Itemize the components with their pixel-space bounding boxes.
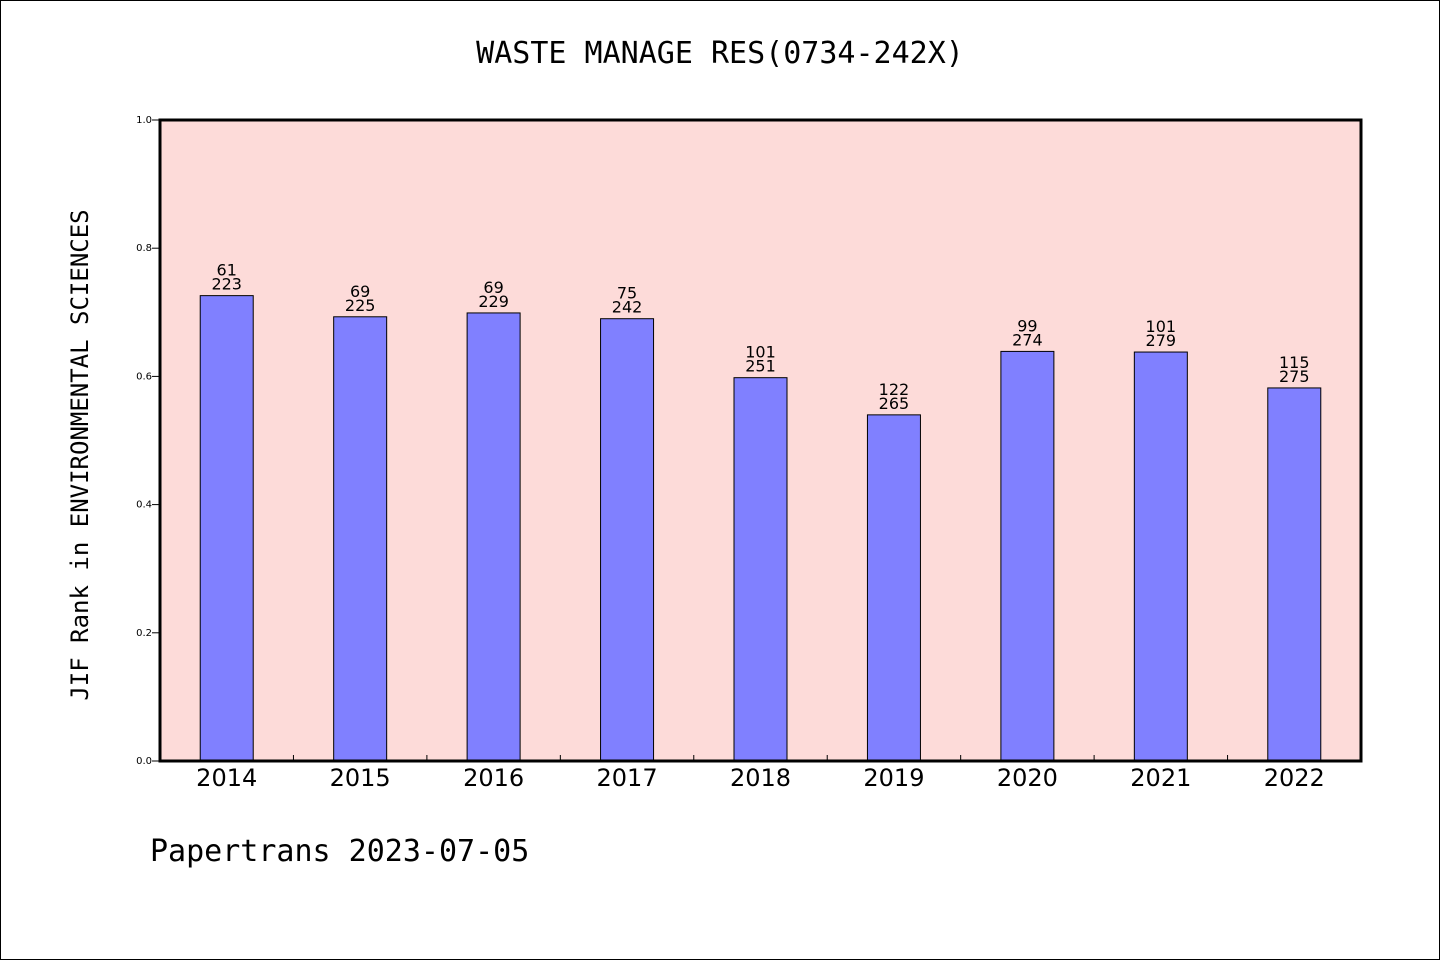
bar bbox=[466, 312, 521, 762]
bar bbox=[1133, 351, 1188, 762]
bar-rank-label: 69 bbox=[483, 278, 503, 297]
bar-rank-label: 122 bbox=[879, 380, 910, 399]
bar-total-label: 225 bbox=[345, 296, 376, 315]
footer-text: Papertrans 2023-07-05 bbox=[150, 834, 530, 869]
bar-total-label: 229 bbox=[478, 292, 509, 311]
bar-total-label: 265 bbox=[879, 394, 910, 413]
bar bbox=[600, 318, 655, 762]
bar-rank-label: 75 bbox=[617, 284, 637, 303]
bar bbox=[733, 377, 788, 762]
x-tick-label: 2015 bbox=[330, 764, 391, 792]
x-tick-label: 2019 bbox=[863, 764, 924, 792]
x-tick-label: 2021 bbox=[1130, 764, 1191, 792]
x-tick-label: 2016 bbox=[463, 764, 524, 792]
chart-title: WASTE MANAGE RES(0734-242X) bbox=[476, 36, 964, 71]
x-tick-label: 2020 bbox=[997, 764, 1058, 792]
bar-rank-label: 101 bbox=[745, 343, 776, 362]
plot-border bbox=[158, 118, 1363, 763]
bar-rank-label: 101 bbox=[1146, 317, 1177, 336]
bar bbox=[1267, 387, 1322, 762]
y-tick-label: 0.8 bbox=[136, 243, 152, 254]
x-tick-label: 2014 bbox=[196, 764, 257, 792]
x-tick-label: 2018 bbox=[730, 764, 791, 792]
y-tick-label: 1.0 bbox=[136, 115, 152, 126]
bar-total-label: 274 bbox=[1012, 330, 1043, 349]
bar bbox=[333, 316, 388, 762]
bar-rank-label: 69 bbox=[350, 282, 370, 301]
bar-total-label: 242 bbox=[612, 298, 643, 317]
bar bbox=[866, 414, 921, 762]
x-tick-label: 2017 bbox=[597, 764, 658, 792]
y-tick-label: 0.0 bbox=[136, 756, 152, 767]
y-tick-label: 0.4 bbox=[136, 500, 152, 511]
bar-rank-label: 115 bbox=[1279, 353, 1310, 372]
bar-total-label: 251 bbox=[745, 357, 776, 376]
bar bbox=[199, 295, 254, 762]
y-tick-label: 0.2 bbox=[136, 628, 152, 639]
x-tick-label: 2022 bbox=[1264, 764, 1325, 792]
bar-rank-label: 61 bbox=[217, 261, 237, 280]
bar bbox=[1000, 350, 1055, 762]
bar-total-label: 223 bbox=[211, 275, 242, 294]
bar-rank-label: 99 bbox=[1017, 316, 1037, 335]
y-tick-label: 0.6 bbox=[136, 371, 152, 382]
bar-total-label: 279 bbox=[1146, 331, 1177, 350]
bar-total-label: 275 bbox=[1279, 367, 1310, 386]
